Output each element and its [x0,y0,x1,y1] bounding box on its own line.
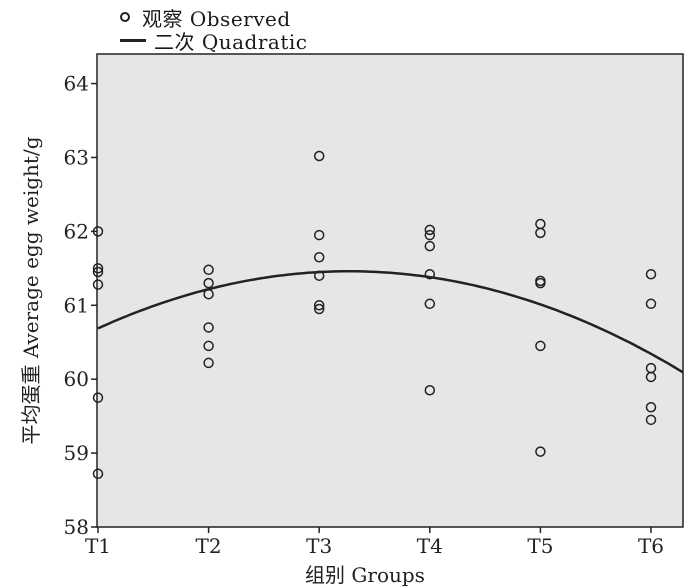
observed-point [535,446,546,457]
observed-point [92,392,104,403]
observed-point [424,298,436,310]
observed-point [535,340,546,352]
observed-point [92,279,104,290]
legend-observed-label: 观察 Observed [142,6,291,31]
legend-observed: 观察 Observed [120,6,291,31]
observed-point [645,298,657,310]
observed-point [203,357,214,369]
observed-point [313,150,325,162]
legend-line-icon [120,38,146,42]
legend-quadratic: 二次 Quadratic [120,29,307,54]
observed-point [92,226,104,237]
observed-point [203,322,214,333]
quadratic-fit-line [97,270,684,374]
x-tick-label: T4 [417,534,443,558]
observed-point [424,385,436,396]
observed-point [424,240,436,252]
x-tick-label: T2 [196,534,222,558]
legend-quadratic-label: 二次 Quadratic [154,29,308,54]
y-tick-label: 64 [64,72,89,96]
y-tick-label: 60 [64,367,89,391]
observed-point [313,229,325,241]
y-tick-label: 63 [64,145,89,169]
y-axis-title: 平均蛋重 Average egg weight/g [19,136,43,444]
x-tick-label: T1 [85,534,111,558]
observed-point [313,303,325,315]
observed-point [203,288,214,300]
x-axis-title: 组别 Groups [305,563,425,587]
plot-area [96,53,684,528]
observed-point [92,468,104,480]
observed-point [203,277,214,289]
x-tick-label: T3 [306,534,332,558]
observed-point [535,227,546,239]
observed-point [424,229,436,241]
x-tick-label: T5 [527,534,553,558]
observed-point [645,414,657,426]
observed-point [424,224,436,236]
observed-point [645,268,657,280]
observed-point [203,340,214,352]
y-tick-label: 58 [64,515,89,539]
observed-point [92,263,104,274]
observed-point [424,268,436,280]
observed-point [645,371,657,383]
x-tick-label: T6 [638,534,664,558]
y-tick-label: 61 [64,293,89,317]
observed-point [313,251,325,263]
y-tick-label: 62 [64,219,89,243]
observed-point [313,270,325,281]
observed-point [313,300,325,311]
observed-point [92,266,104,278]
observed-point [203,264,214,276]
observed-point [645,402,657,413]
y-tick-label: 59 [64,441,89,465]
legend-circle-icon [120,12,130,22]
observed-point [535,277,546,289]
